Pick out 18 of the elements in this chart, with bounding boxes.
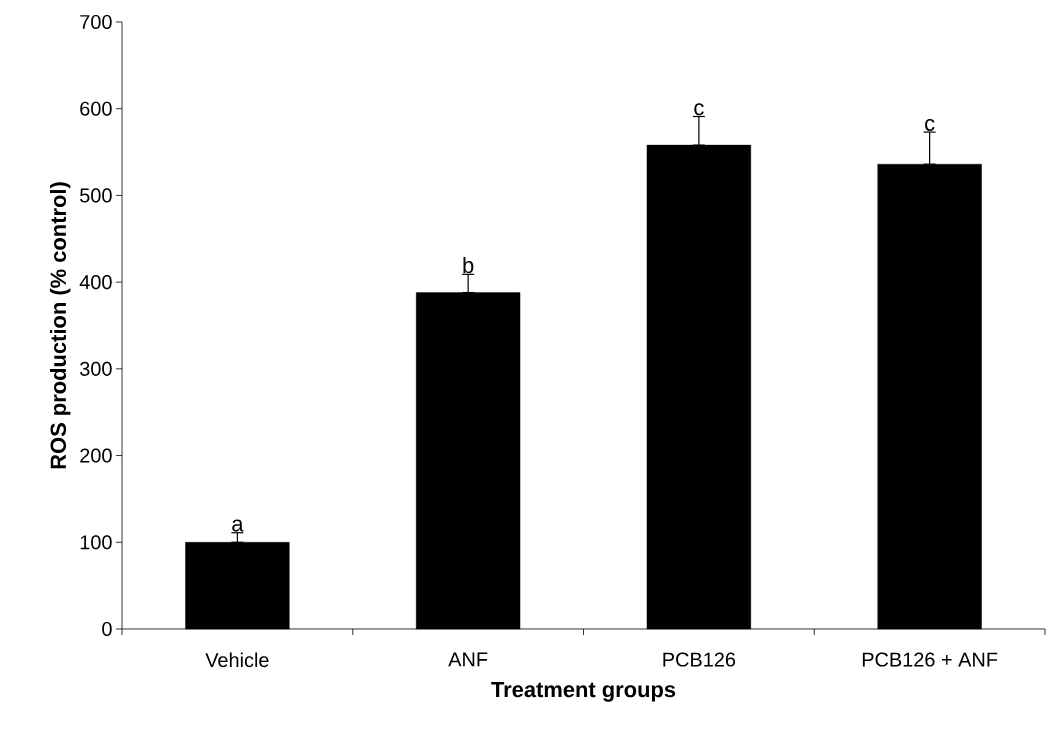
x-axis-title: Treatment groups: [491, 681, 676, 702]
x-tick-label: PCB126: [663, 652, 736, 667]
y-tick-label: 600: [80, 101, 112, 116]
y-tick-label: 700: [80, 14, 112, 30]
y-tick-label: 200: [80, 448, 112, 463]
x-tick-label: ANF: [448, 652, 488, 667]
annotation: b: [463, 257, 474, 274]
y-tick-label: 300: [80, 361, 112, 376]
annotation: c: [694, 103, 704, 116]
y-tick-label: 400: [79, 275, 112, 290]
y-tick-label: 500: [80, 188, 112, 203]
x-tick-label: Vehicle: [205, 652, 269, 668]
y-tick-label: 0: [102, 621, 112, 637]
y-tick-label: 100: [80, 535, 112, 550]
y-axis-title: ROS production (% control): [49, 182, 71, 469]
annotation: c: [925, 118, 935, 131]
annotation: a: [232, 519, 244, 532]
x-tick-label: PCB126 + ANF: [862, 652, 998, 667]
